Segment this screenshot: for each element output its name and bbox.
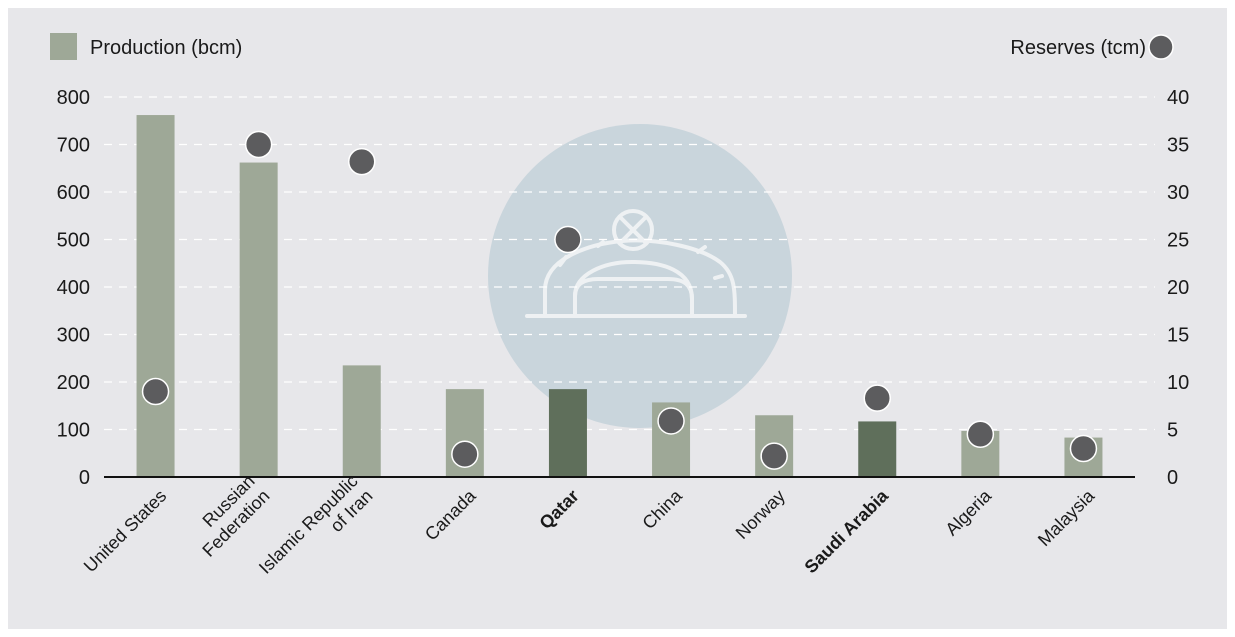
left-tick-label: 200 [57,372,90,394]
category-label: Qatar [535,486,582,533]
left-tick-label: 600 [57,182,90,204]
reserves-dot [143,379,169,405]
category-label-line: United States [80,486,171,577]
right-tick-label: 20 [1167,277,1189,299]
category-label: Malaysia [1034,485,1099,550]
left-tick-label: 0 [79,467,90,489]
reserves-dot [658,408,684,434]
category-label: Algeria [941,485,995,539]
right-tick-label: 5 [1167,420,1178,442]
reserves-dot [1070,436,1096,462]
reserves-dot [761,443,787,469]
left-tick-label: 400 [57,277,90,299]
category-label: Norway [732,486,789,543]
production-bar [240,163,278,477]
category-label-line: Canada [421,485,480,544]
right-tick-label: 25 [1167,230,1189,252]
watermark-circle [488,124,792,428]
reserves-dot [246,132,272,158]
production-bar [343,365,381,477]
right-tick-label: 15 [1167,325,1189,347]
category-label: United States [80,486,171,577]
category-label-line: Qatar [535,486,582,533]
left-tick-label: 800 [57,87,90,109]
reserves-dot [349,149,375,175]
category-label: RussianFederation [184,471,274,561]
right-tick-label: 40 [1167,87,1189,109]
legend-production-swatch [50,33,77,60]
left-tick-label: 700 [57,135,90,157]
left-axis-ticks: 0 100 200 300 400 500 600 700 800 [57,87,90,489]
production-bar [858,421,896,477]
category-label-line: Saudi Arabia [801,485,893,577]
legend-reserves-marker [1149,35,1173,59]
legend: Production (bcm) Reserves (tcm) [50,33,1173,60]
category-label-line: Malaysia [1034,485,1099,550]
category-label-line: Norway [732,486,789,543]
right-tick-label: 30 [1167,182,1189,204]
right-tick-label: 10 [1167,372,1189,394]
left-tick-label: 100 [57,420,90,442]
production-bar [549,389,587,477]
category-label: Canada [421,485,480,544]
reserves-dot [864,385,890,411]
reserves-dot [967,421,993,447]
right-tick-label: 35 [1167,135,1189,157]
production-bar [137,115,175,477]
legend-reserves-label: Reserves (tcm) [1010,37,1146,59]
left-tick-label: 500 [57,230,90,252]
category-label: Islamic Republicof Iran [255,471,377,593]
category-label: Saudi Arabia [801,485,893,577]
right-axis-ticks: 0 5 10 15 20 25 30 35 40 [1167,87,1189,489]
reserves-dot [452,441,478,467]
legend-production-label: Production (bcm) [90,37,242,59]
reserves-dot [555,227,581,253]
left-tick-label: 300 [57,325,90,347]
category-label-line: Algeria [941,485,995,539]
watermark [488,124,792,428]
category-label: China [638,485,686,533]
category-label-line: China [638,485,686,533]
right-tick-label: 0 [1167,467,1178,489]
